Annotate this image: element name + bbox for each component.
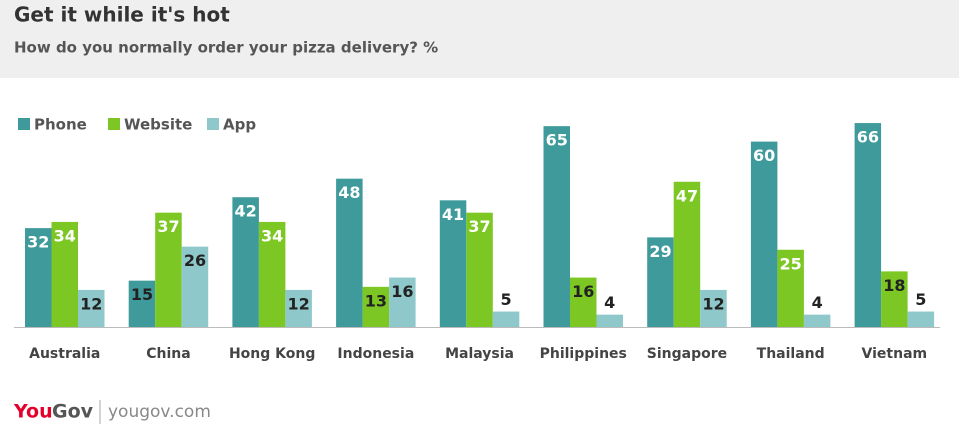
bar [336, 178, 363, 327]
bar [258, 221, 286, 327]
bar [881, 271, 908, 327]
value-label: 32 [27, 233, 49, 252]
x-tick-label: China [146, 346, 190, 362]
x-tick-label: Vietnam [862, 346, 928, 362]
bar [596, 314, 623, 327]
value-label: 12 [702, 294, 724, 313]
value-label: 65 [546, 131, 568, 150]
value-label: 15 [131, 285, 153, 304]
value-label: 41 [442, 205, 464, 224]
x-tick-label: Philippines [540, 346, 627, 362]
bar [647, 237, 674, 327]
bar [155, 212, 182, 327]
value-label: 13 [365, 291, 387, 310]
bar [466, 212, 493, 327]
chart-subtitle: How do you normally order your pizza del… [14, 39, 438, 57]
footer-site: yougov.com [108, 402, 211, 422]
bar [285, 289, 312, 327]
value-label: 5 [915, 290, 926, 309]
bar [232, 197, 259, 327]
value-label: 16 [391, 282, 413, 301]
value-label: 12 [288, 294, 310, 313]
value-label: 34 [54, 226, 76, 245]
header-band [0, 0, 959, 78]
x-tick-label: Indonesia [337, 346, 414, 362]
bar [777, 249, 804, 327]
value-label: 5 [500, 290, 511, 309]
bar [51, 221, 78, 327]
brand-gov: Gov [52, 401, 94, 423]
value-label: 12 [80, 294, 102, 313]
bar [700, 289, 727, 327]
value-label: 60 [753, 146, 775, 165]
bar [907, 311, 935, 327]
legend-swatch [108, 118, 120, 130]
value-label: 42 [235, 202, 257, 221]
x-tick-label: Malaysia [445, 346, 514, 362]
x-tick-label: Singapore [647, 346, 727, 362]
value-label: 48 [338, 183, 360, 202]
brand-you: You [13, 401, 53, 423]
bar [673, 181, 701, 327]
bar [25, 228, 52, 327]
value-label: 26 [184, 251, 206, 270]
legend-label: App [223, 116, 256, 134]
legend-swatch [207, 118, 219, 130]
value-label: 18 [883, 276, 905, 295]
bar [492, 311, 520, 327]
value-label: 16 [572, 282, 594, 301]
bar [854, 123, 882, 327]
value-label: 4 [604, 293, 615, 312]
bar [750, 141, 778, 327]
x-tick-label: Hong Kong [229, 346, 315, 362]
value-label: 66 [857, 128, 879, 147]
bar [362, 286, 390, 327]
x-tick-label: Thailand [757, 346, 825, 362]
bar [803, 314, 831, 327]
value-label: 29 [649, 242, 671, 261]
value-label: 47 [676, 186, 698, 205]
legend-label: Website [124, 116, 192, 134]
bar [543, 126, 570, 328]
value-label: 34 [261, 226, 283, 245]
bar [570, 277, 597, 327]
legend-label: Phone [34, 116, 87, 134]
bar [128, 280, 156, 327]
bar [389, 277, 416, 327]
value-label: 37 [157, 217, 179, 236]
value-label: 25 [780, 254, 802, 273]
value-label: 4 [812, 293, 823, 312]
x-tick-label: Australia [29, 346, 100, 362]
legend-swatch [18, 118, 30, 130]
bar [78, 289, 105, 327]
value-label: 37 [468, 217, 490, 236]
bar [439, 200, 467, 327]
chart-title: Get it while it's hot [14, 3, 230, 27]
bar [181, 246, 209, 327]
